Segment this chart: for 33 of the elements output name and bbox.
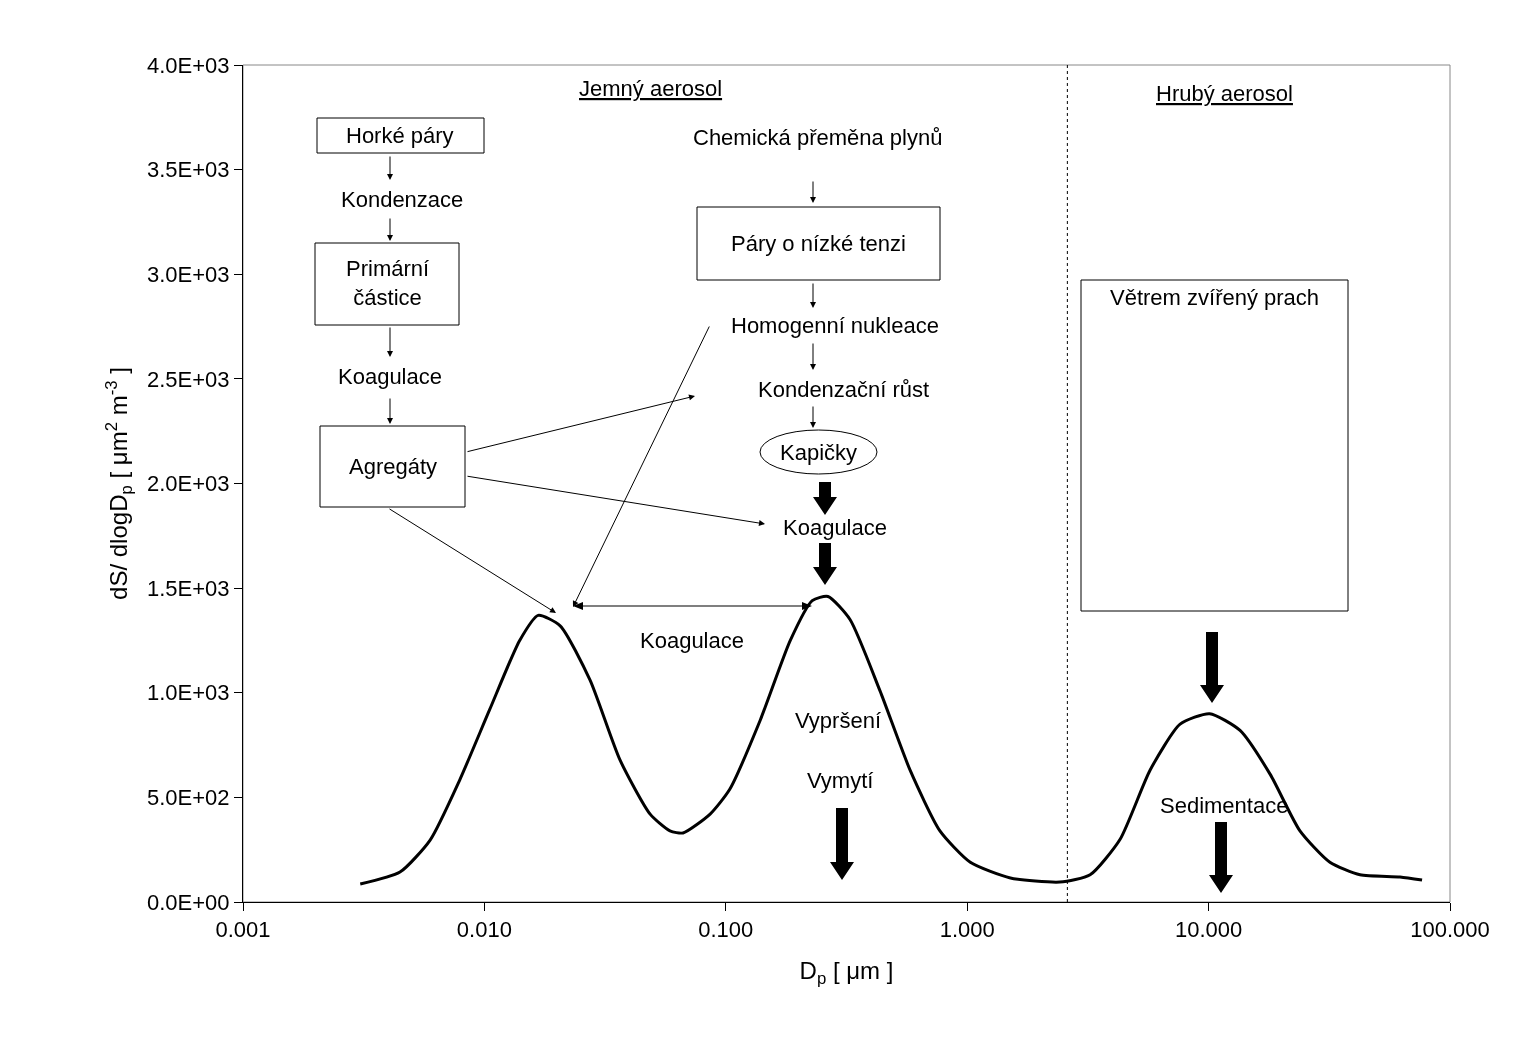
annotation: Agregáty (349, 454, 438, 479)
y-tick-label: 3.5E+03 (147, 157, 230, 183)
x-tick-label: 1.000 (939, 917, 995, 943)
annotation: Jemný aerosol (579, 76, 723, 101)
y-tick-label: 2.0E+03 (147, 471, 230, 497)
annotation: Horké páry (346, 123, 454, 148)
annotation: Kondenzační růst (758, 377, 930, 402)
annotation: Hrubý aerosol (1156, 81, 1293, 106)
x-tick-label: 10.000 (1174, 917, 1243, 943)
y-tick-label: 5.0E+02 (147, 785, 230, 811)
y-tick-label: 3.0E+03 (147, 261, 230, 287)
annotation: Páry o nízké tenzi (731, 231, 906, 256)
y-tick-label: 1.0E+03 (147, 680, 230, 706)
y-tick-label: 2.5E+03 (147, 366, 230, 392)
x-tick-label: 0.001 (215, 917, 271, 943)
annotation: Vypršení (795, 708, 882, 733)
x-tick-label: 100.000 (1410, 917, 1490, 943)
y-tick-label: 0.0E+00 (147, 889, 230, 915)
annotation: Větrem zvířený prach (1110, 285, 1320, 310)
annotation: Koagulace (640, 628, 744, 653)
y-tick-label: 4.0E+03 (147, 52, 230, 78)
x-tick-label: 0.100 (698, 917, 754, 943)
annotation: Vymytí (807, 768, 874, 793)
x-tick-label: 0.010 (456, 917, 512, 943)
annotation: Koagulace (783, 515, 887, 540)
annotation: Kondenzace (341, 187, 464, 212)
annotation: Homogenní nukleace (731, 313, 939, 338)
y-tick-label: 1.5E+03 (147, 575, 230, 601)
annotation: Koagulace (338, 364, 442, 389)
annotation: Kapičky (780, 440, 858, 465)
annotation: Chemická přeměna plynů (693, 125, 943, 150)
annotation: Primární částice (346, 256, 430, 310)
x-axis-title: D$_{p}$ [ μm ] (799, 956, 894, 988)
